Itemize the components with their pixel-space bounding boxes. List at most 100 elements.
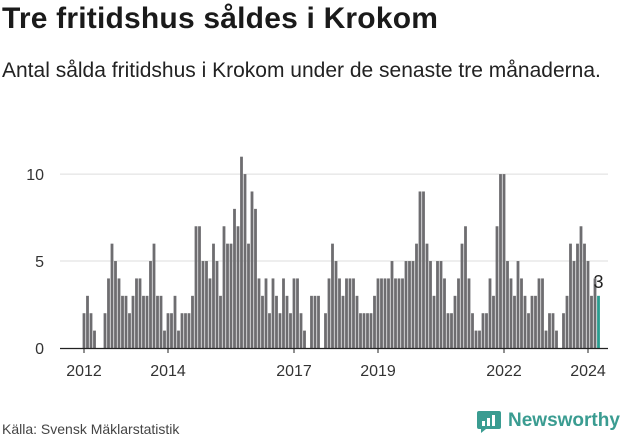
bar: [219, 295, 222, 348]
bar: [285, 295, 289, 348]
bar: [201, 261, 205, 348]
bar: [572, 261, 576, 348]
bar: [345, 278, 348, 348]
bar: [299, 313, 303, 348]
bar: [541, 278, 544, 348]
bar: [520, 278, 523, 348]
x-tick-label: 2012: [66, 363, 102, 380]
bar: [534, 295, 537, 348]
brand-logo: Newsworthy: [476, 408, 620, 434]
bar: [527, 313, 530, 348]
bar: [481, 313, 485, 348]
bar: [464, 226, 467, 348]
bar: [380, 278, 383, 348]
bar: [212, 243, 215, 348]
bar: [478, 330, 481, 348]
bar: [163, 330, 166, 348]
bar: [86, 295, 89, 348]
newsworthy-icon: [477, 411, 501, 433]
bar: [341, 295, 345, 348]
annotations: 3: [593, 272, 603, 292]
bar: [142, 295, 145, 348]
y-tick-label: 0: [35, 341, 44, 358]
bar: [180, 313, 184, 348]
y-tick-labels: 0 5 10: [26, 167, 44, 358]
bar: [551, 313, 555, 348]
y-tick-label: 5: [35, 254, 44, 271]
x-tick-label: 2022: [486, 363, 522, 380]
bar: [208, 278, 212, 348]
bar: [233, 208, 236, 348]
bar: [593, 278, 597, 348]
bar: [383, 278, 387, 348]
bar: [415, 243, 418, 348]
bar: [198, 226, 201, 348]
grid-lines: [60, 173, 608, 262]
bar: [523, 295, 527, 348]
bar: [376, 278, 380, 348]
bar: [103, 313, 107, 348]
bar: [170, 313, 173, 348]
source-note: Källa: Svensk Mäklarstatistik: [2, 421, 180, 437]
chart-subtitle: Antal sålda fritidshus i Krokom under de…: [2, 59, 601, 82]
bar: [401, 278, 404, 348]
bar: [159, 295, 163, 348]
bar: [348, 278, 352, 348]
y-tick-label: 10: [26, 167, 44, 184]
bar: [334, 261, 338, 348]
bar: [565, 295, 569, 348]
bar: [135, 278, 138, 348]
bar: [296, 278, 299, 348]
bar: [250, 191, 254, 348]
bar: [460, 243, 464, 348]
bar: [303, 330, 306, 348]
bar: [222, 226, 226, 348]
bar: [317, 295, 320, 348]
bar: [338, 278, 341, 348]
bar: [544, 330, 548, 348]
bar: [394, 278, 397, 348]
bar: [485, 313, 488, 348]
bar: [579, 226, 583, 348]
bar: [366, 313, 369, 348]
bar: [387, 278, 390, 348]
bar: [166, 313, 170, 348]
bar: [446, 313, 450, 348]
bar: [107, 278, 110, 348]
bar: [275, 295, 278, 348]
bar: [327, 278, 331, 348]
bar: [422, 191, 425, 348]
bar: [145, 295, 149, 348]
bar: [555, 330, 558, 348]
bar: [149, 261, 152, 348]
bar: [310, 295, 313, 348]
bar: [362, 313, 366, 348]
bar: [82, 313, 86, 348]
bar: [205, 261, 208, 348]
x-tick-label: 2014: [150, 363, 186, 380]
bar: [586, 261, 590, 348]
bar: [194, 226, 198, 348]
bar: [359, 313, 362, 348]
bar: [537, 278, 541, 348]
bar: [236, 226, 240, 348]
bar: [513, 295, 516, 348]
bar: [453, 295, 457, 348]
bar: [117, 278, 121, 348]
bar: [436, 261, 439, 348]
bar: [404, 261, 408, 348]
bar: [138, 278, 142, 348]
bar: [121, 295, 124, 348]
bar: [562, 313, 565, 348]
bar: [264, 278, 268, 348]
bar: [467, 278, 471, 348]
bar: [411, 261, 415, 348]
bar: [215, 261, 219, 348]
bar-latest: [597, 295, 600, 348]
bar: [313, 295, 317, 348]
bar: [373, 295, 376, 348]
bar: [229, 243, 233, 348]
bar: [569, 243, 572, 348]
bar: [243, 174, 247, 348]
bar: [152, 243, 156, 348]
